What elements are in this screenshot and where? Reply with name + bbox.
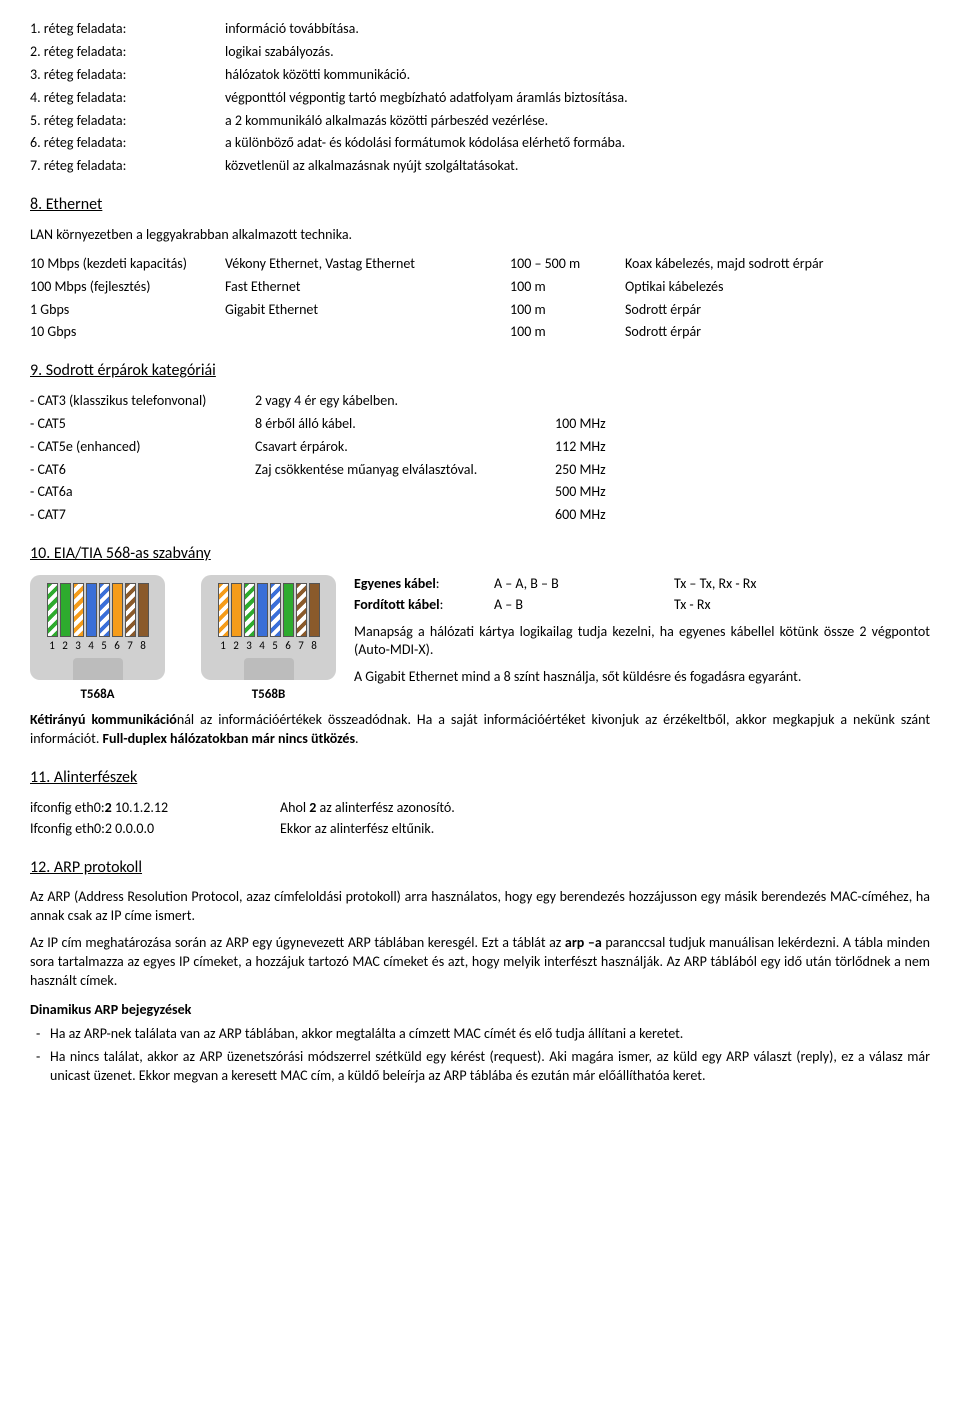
layer-label: 6. réteg feladata: [30, 134, 225, 153]
t568b-block: 12345678 T568B [201, 575, 336, 704]
table-row: - CAT3 (klasszikus telefonvonal)2 vagy 4… [30, 392, 930, 411]
layer-row: 1. réteg feladata:információ továbbítása… [30, 20, 930, 39]
layer-list: 1. réteg feladata:információ továbbítása… [30, 20, 930, 176]
rj-wire [244, 583, 255, 637]
rj-wire [112, 583, 123, 637]
rj-wire [60, 583, 71, 637]
t568a-block: 12345678 T568A [30, 575, 165, 704]
rj-wire [283, 583, 294, 637]
table-row: 10 Mbps (kezdeti kapacitás)Vékony Ethern… [30, 255, 930, 274]
layer-label: 2. réteg feladata: [30, 43, 225, 62]
rj-wire [296, 583, 307, 637]
layer-label: 1. réteg feladata: [30, 20, 225, 39]
rj-wire [99, 583, 110, 637]
layer-desc: a különböző adat- és kódolási formátumok… [225, 134, 930, 153]
layer-desc: végponttól végpontig tartó megbízható ad… [225, 89, 930, 108]
layer-desc: logikai szabályozás. [225, 43, 930, 62]
section-8-title: 8. Ethernet [30, 194, 930, 216]
list-item: -Ha nincs találat, akkor az ARP üzenetsz… [36, 1048, 930, 1086]
layer-desc: a 2 kommunikáló alkalmazás közötti párbe… [225, 112, 930, 131]
iface-rows: ifconfig eth0:2 10.1.2.12Ahol 2 az alint… [30, 799, 930, 839]
cable-row: Fordított kábel:A – BTx - Rx [354, 596, 930, 615]
table-row: 10 Gbps100 mSodrott érpár [30, 323, 930, 342]
arp-p2: Az IP cím meghatározása során az ARP egy… [30, 934, 930, 991]
rj-wire [125, 583, 136, 637]
table-row: 1 GbpsGigabit Ethernet100 mSodrott érpár [30, 301, 930, 320]
layer-label: 5. réteg feladata: [30, 112, 225, 131]
cable-row: Egyenes kábel:A – A, B – BTx – Tx, Rx - … [354, 575, 930, 594]
rj-wire [86, 583, 97, 637]
t568a-label: T568A [30, 686, 165, 704]
layer-row: 7. réteg feladata:közvetlenül az alkalma… [30, 157, 930, 176]
arp-p1: Az ARP (Address Resolution Protocol, aza… [30, 888, 930, 926]
section-10-title: 10. EIA/TIA 568-as szabvány [30, 543, 930, 565]
layer-label: 7. réteg feladata: [30, 157, 225, 176]
layer-desc: információ továbbítása. [225, 20, 930, 39]
layer-row: 4. réteg feladata:végponttól végpontig t… [30, 89, 930, 108]
rj-wire [47, 583, 58, 637]
ethernet-table: 10 Mbps (kezdeti kapacitás)Vékony Ethern… [30, 255, 930, 343]
layer-row: 6. réteg feladata:a különböző adat- és k… [30, 134, 930, 153]
t568a-jack: 12345678 [30, 575, 165, 680]
table-row: - CAT58 érből álló kábel.100 MHz [30, 415, 930, 434]
rj-wire [138, 583, 149, 637]
gigabit-para: A Gigabit Ethernet mind a 8 színt haszná… [354, 668, 930, 687]
section-8-intro: LAN környezetben a leggyakrabban alkalma… [30, 226, 930, 245]
layer-row: 5. réteg feladata:a 2 kommunikáló alkalm… [30, 112, 930, 131]
table-row: - CAT5e (enhanced)Csavart érpárok.112 MH… [30, 438, 930, 457]
automidix-para: Manapság a hálózati kártya logikailag tu… [354, 623, 930, 661]
rj45-text: Egyenes kábel:A – A, B – BTx – Tx, Rx - … [354, 575, 930, 695]
iface-row: ifconfig eth0:2 10.1.2.12Ahol 2 az alint… [30, 799, 930, 818]
duplex-para: Kétirányú kommunikációnál az információé… [30, 711, 930, 749]
section-11-title: 11. Alinterfészek [30, 767, 930, 789]
rj45-section: 12345678 T568A 12345678 T568B Egyenes ká… [30, 575, 930, 704]
rj-wire [218, 583, 229, 637]
iface-row: Ifconfig eth0:2 0.0.0.0Ekkor az alinterf… [30, 820, 930, 839]
section-12-title: 12. ARP protokoll [30, 857, 930, 879]
arp-items: -Ha az ARP-nek találata van az ARP táblá… [30, 1025, 930, 1086]
layer-row: 3. réteg feladata:hálózatok közötti komm… [30, 66, 930, 85]
layer-label: 3. réteg feladata: [30, 66, 225, 85]
table-row: - CAT7600 MHz [30, 506, 930, 525]
arp-dyn-title: Dinamikus ARP bejegyzések [30, 1001, 930, 1020]
section-9-title: 9. Sodrott érpárok kategóriái [30, 360, 930, 382]
rj-wire [270, 583, 281, 637]
rj-wire [231, 583, 242, 637]
layer-label: 4. réteg feladata: [30, 89, 225, 108]
rj-wire [257, 583, 268, 637]
table-row: - CAT6a500 MHz [30, 483, 930, 502]
table-row: - CAT6Zaj csökkentése műanyag elválasztó… [30, 461, 930, 480]
cat-table: - CAT3 (klasszikus telefonvonal)2 vagy 4… [30, 392, 930, 525]
layer-desc: közvetlenül az alkalmazásnak nyújt szolg… [225, 157, 930, 176]
rj-wire [309, 583, 320, 637]
table-row: 100 Mbps (fejlesztés)Fast Ethernet100 mO… [30, 278, 930, 297]
layer-row: 2. réteg feladata:logikai szabályozás. [30, 43, 930, 62]
list-item: -Ha az ARP-nek találata van az ARP táblá… [36, 1025, 930, 1044]
layer-desc: hálózatok közötti kommunikáció. [225, 66, 930, 85]
t568b-jack: 12345678 [201, 575, 336, 680]
t568b-label: T568B [201, 686, 336, 704]
rj-wire [73, 583, 84, 637]
